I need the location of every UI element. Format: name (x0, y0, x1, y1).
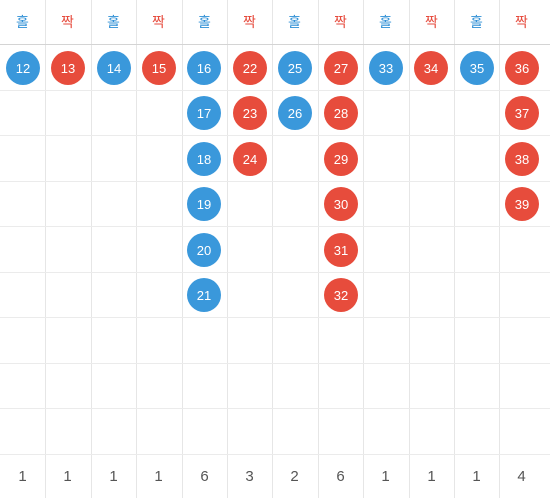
number-ball: 16 (187, 51, 221, 85)
number-ball: 18 (187, 142, 221, 176)
grid-column-divider (91, 0, 92, 498)
header-divider (0, 44, 550, 45)
grid-row-divider (0, 408, 550, 409)
grid-row-divider (0, 181, 550, 182)
column-header-12: 짝 (515, 15, 528, 31)
number-ball: 39 (505, 187, 539, 221)
grid-column-divider (182, 0, 183, 498)
column-header-2: 짝 (61, 15, 74, 31)
column-header-3: 홀 (107, 15, 120, 31)
number-ball: 35 (460, 51, 494, 85)
column-count-5: 6 (200, 467, 209, 485)
grid-column-divider (45, 0, 46, 498)
number-ball: 33 (369, 51, 403, 85)
number-ball: 13 (51, 51, 85, 85)
number-ball: 30 (324, 187, 358, 221)
number-ball: 23 (233, 96, 267, 130)
number-ball: 14 (97, 51, 131, 85)
column-count-7: 2 (290, 467, 299, 485)
number-ball: 36 (505, 51, 539, 85)
number-ball: 19 (187, 187, 221, 221)
column-header-1: 홀 (16, 15, 29, 31)
column-header-11: 홀 (470, 15, 483, 31)
column-count-6: 3 (245, 467, 254, 485)
column-header-9: 홀 (379, 15, 392, 31)
grid-row-divider (0, 363, 550, 364)
number-ball: 37 (505, 96, 539, 130)
grid-column-divider (227, 0, 228, 498)
number-ball: 22 (233, 51, 267, 85)
column-count-2: 1 (63, 467, 72, 485)
grid-column-divider (318, 0, 319, 498)
grid-row-divider (0, 226, 550, 227)
grid-column-divider (409, 0, 410, 498)
grid-row-divider (0, 454, 550, 455)
column-count-10: 1 (427, 467, 436, 485)
number-ball: 38 (505, 142, 539, 176)
number-ball: 29 (324, 142, 358, 176)
column-header-8: 짝 (334, 15, 347, 31)
number-ball: 31 (324, 233, 358, 267)
number-ball: 21 (187, 278, 221, 312)
number-ball: 20 (187, 233, 221, 267)
grid-column-divider (272, 0, 273, 498)
grid-column-divider (363, 0, 364, 498)
column-header-4: 짝 (152, 15, 165, 31)
number-ball: 34 (414, 51, 448, 85)
grid-column-divider (136, 0, 137, 498)
grid-row-divider (0, 135, 550, 136)
column-count-1: 1 (18, 467, 27, 485)
number-ball: 25 (278, 51, 312, 85)
grid-row-divider (0, 90, 550, 91)
column-header-10: 짝 (425, 15, 438, 31)
number-ball: 15 (142, 51, 176, 85)
number-ball: 12 (6, 51, 40, 85)
column-header-5: 홀 (198, 15, 211, 31)
column-count-9: 1 (381, 467, 390, 485)
number-ball: 32 (324, 278, 358, 312)
number-ball: 24 (233, 142, 267, 176)
column-count-3: 1 (109, 467, 118, 485)
grid-column-divider (499, 0, 500, 498)
number-ball: 28 (324, 96, 358, 130)
grid-column-divider (454, 0, 455, 498)
column-count-4: 1 (154, 467, 163, 485)
column-count-11: 1 (472, 467, 481, 485)
number-ball: 17 (187, 96, 221, 130)
number-ball: 26 (278, 96, 312, 130)
column-header-7: 홀 (288, 15, 301, 31)
column-count-8: 6 (336, 467, 345, 485)
column-count-12: 4 (517, 467, 526, 485)
grid-row-divider (0, 272, 550, 273)
grid-row-divider (0, 317, 550, 318)
number-ball: 27 (324, 51, 358, 85)
column-header-6: 짝 (243, 15, 256, 31)
